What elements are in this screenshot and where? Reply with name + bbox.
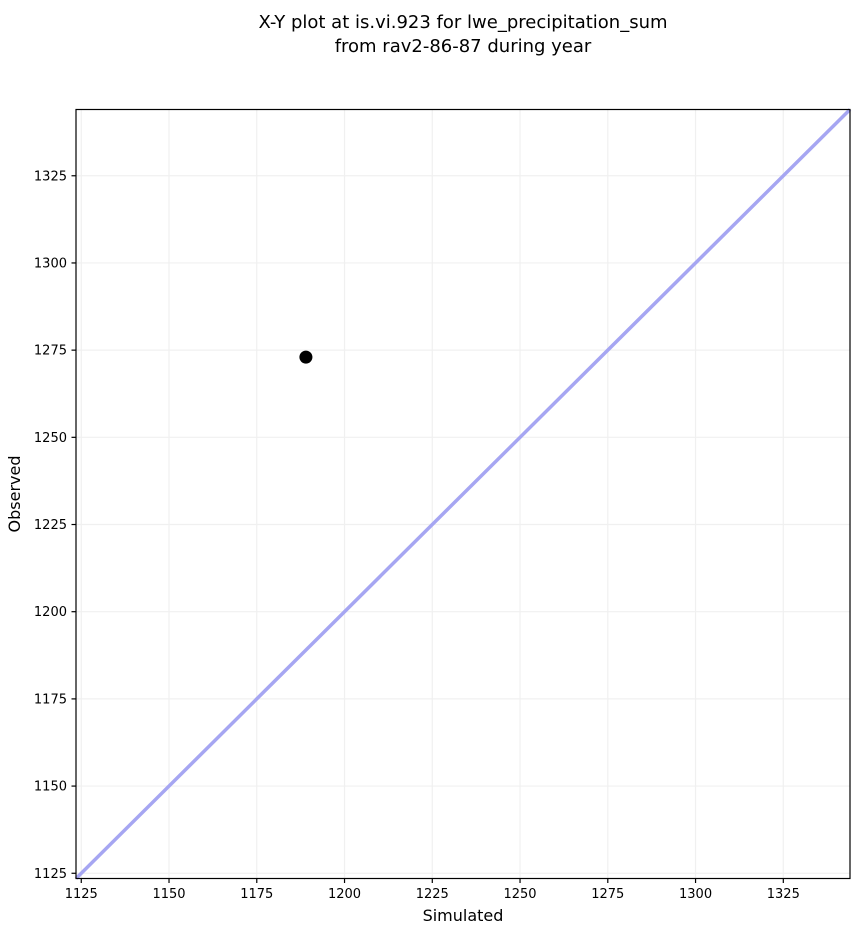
x-axis-label: Simulated: [423, 906, 504, 925]
x-tick-label: 1250: [503, 887, 536, 902]
plot-content: [74, 108, 852, 880]
x-tick-label: 1225: [416, 887, 449, 902]
data-point: [299, 350, 313, 364]
y-tick-label: 1200: [34, 605, 67, 620]
y-tick-label: 1175: [34, 692, 67, 707]
plot-border: [75, 108, 851, 880]
chart-title-line1: X-Y plot at is.vi.923 for lwe_precipitat…: [258, 12, 667, 33]
x-tick-label: 1325: [767, 887, 800, 902]
y-tick-label: 1250: [34, 431, 67, 446]
y-tick-label: 1325: [34, 169, 67, 184]
y-tick-label: 1150: [34, 780, 67, 795]
axis-tick-labels: 1125 1150 1175 1200 1225 1250 1275 1300 1325 1125…: [34, 169, 800, 902]
x-tick-label: 1125: [65, 887, 98, 902]
y-axis-label: Observed: [5, 456, 24, 533]
y-tick-label: 1125: [34, 867, 67, 882]
x-tick-label: 1150: [152, 887, 185, 902]
x-tick-label: 1300: [679, 887, 712, 902]
y-tick-label: 1275: [34, 344, 67, 359]
chart-title-line2: from rav2-86-87 during year: [335, 36, 592, 57]
x-tick-label: 1275: [591, 887, 624, 902]
gridlines: [76, 109, 850, 879]
identity-line: [74, 108, 852, 880]
y-tick-label: 1300: [34, 256, 67, 271]
x-tick-label: 1175: [240, 887, 273, 902]
y-tick-label: 1225: [34, 518, 67, 533]
axis-ticks: [71, 175, 784, 883]
x-tick-label: 1200: [328, 887, 361, 902]
